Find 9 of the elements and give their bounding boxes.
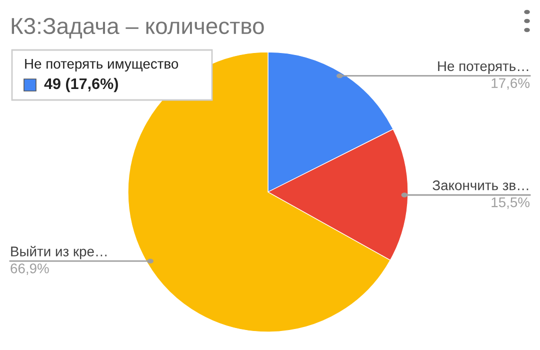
text: 49 (17,6%) [44, 78, 118, 92]
slice-label: Закончить зв… [432, 180, 528, 190]
slice-label: Не потерять… [438, 61, 528, 74]
text: Не потерять имущество [25, 59, 178, 72]
data-label: 15,5% [492, 197, 530, 209]
data-label: 66,9% [10, 263, 49, 275]
slice-label: Выйти из кре… [11, 246, 106, 260]
data-label: 17,6% [492, 78, 530, 90]
chart-title: К3:Задача – количество [12, 18, 264, 38]
